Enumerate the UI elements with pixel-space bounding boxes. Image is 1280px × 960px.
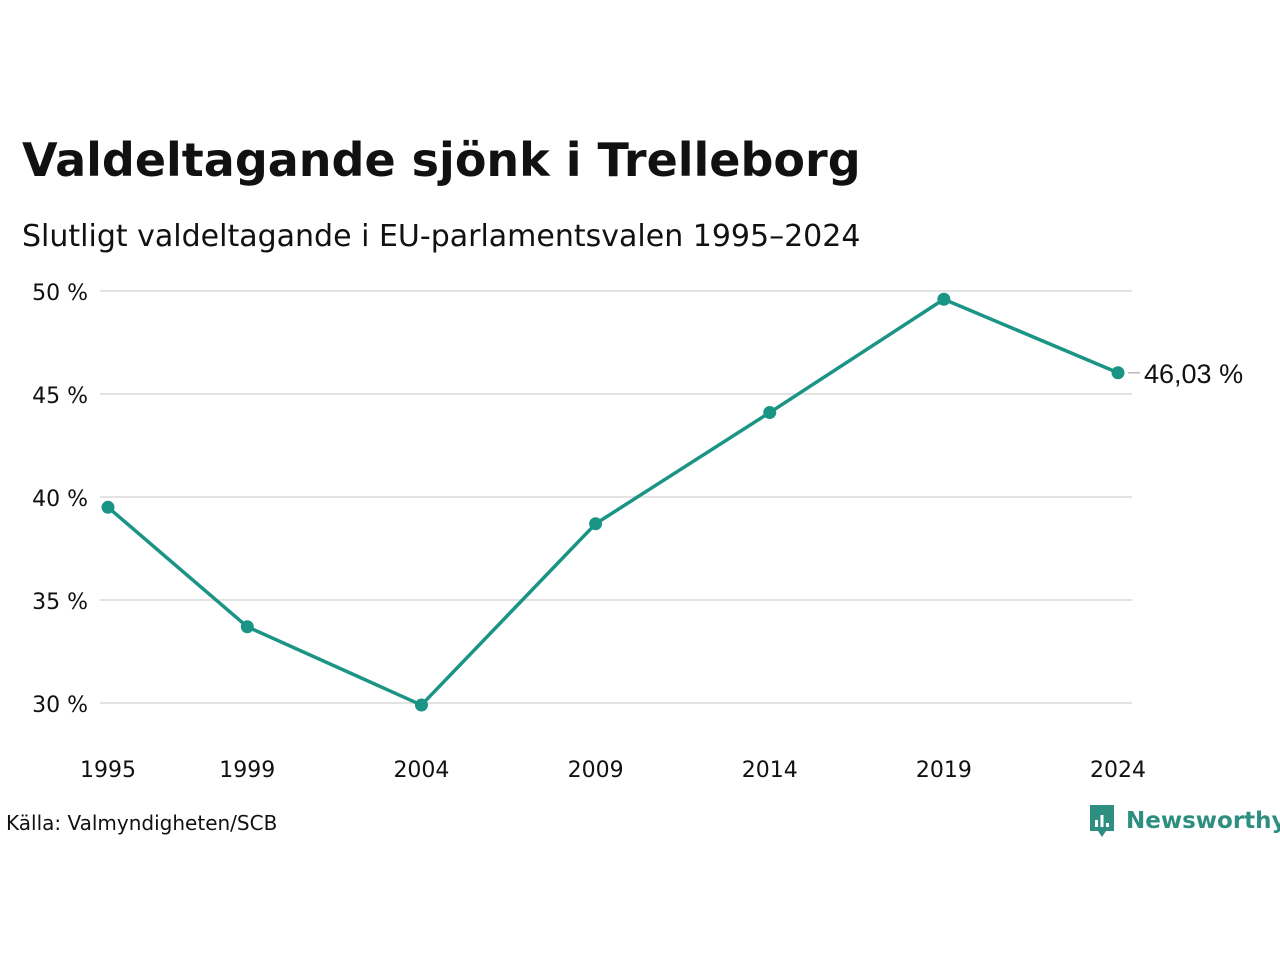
data-point [240,620,254,634]
brand-logo: Newsworthy [1088,803,1280,839]
x-tick-label: 2009 [568,758,624,783]
data-point [589,517,603,531]
data-point [763,406,777,420]
series-group [101,292,1125,712]
x-tick-label: 1995 [80,758,136,783]
y-tick-label: 50 % [32,281,88,306]
chart-subtitle: Slutligt valdeltagande i EU-parlamentsva… [22,219,861,254]
x-tick-label: 2024 [1090,758,1146,783]
y-tick-label: 45 % [32,384,88,409]
last-value-label: 46,03 % [1144,359,1243,389]
y-axis-ticks: 50 % 45 % 40 % 35 % 30 % [32,281,88,718]
x-tick-label: 2019 [916,758,972,783]
source-note: Källa: Valmyndigheten/SCB [6,811,278,835]
gridlines [100,290,1132,704]
x-axis-ticks: 1995 1999 2004 2009 2014 2019 2024 [80,758,1146,783]
line-chart: 50 % 45 % 40 % 35 % 30 % 1995 1999 2004 2009 201… [32,281,1243,783]
x-tick-label: 2014 [742,758,798,783]
data-point [937,292,951,306]
newsworthy-logo-icon [1090,805,1114,837]
data-point [414,698,428,712]
x-tick-label: 2004 [393,758,449,783]
brand-name: Newsworthy [1126,808,1280,834]
data-point [1111,366,1125,380]
y-tick-label: 40 % [32,487,88,512]
data-point [101,500,115,514]
y-tick-label: 35 % [32,590,88,615]
annotations: 46,03 % [1128,359,1243,389]
x-tick-label: 1999 [219,758,275,783]
y-tick-label: 30 % [32,693,88,718]
chart-title: Valdeltagande sjönk i Trelleborg [22,133,861,187]
series-line [106,297,1120,707]
